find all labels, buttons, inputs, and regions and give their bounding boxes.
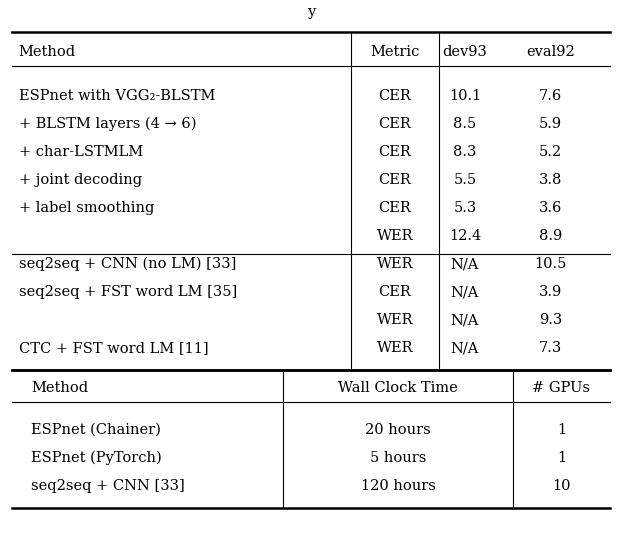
- Text: WER: WER: [377, 313, 413, 327]
- Text: 8.5: 8.5: [453, 117, 476, 131]
- Text: 5.5: 5.5: [453, 173, 476, 187]
- Text: Wall Clock Time: Wall Clock Time: [338, 381, 458, 395]
- Text: N/A: N/A: [451, 313, 479, 327]
- Text: Metric: Metric: [370, 45, 420, 59]
- Text: 3.9: 3.9: [539, 285, 562, 299]
- Text: 7.3: 7.3: [539, 341, 562, 355]
- Text: CER: CER: [379, 285, 411, 299]
- Text: WER: WER: [377, 257, 413, 271]
- Text: CER: CER: [379, 117, 411, 131]
- Text: ESPnet with VGG₂-BLSTM: ESPnet with VGG₂-BLSTM: [19, 89, 215, 103]
- Text: 10.5: 10.5: [534, 257, 567, 271]
- Text: 9.3: 9.3: [539, 313, 562, 327]
- Text: CER: CER: [379, 145, 411, 159]
- Text: eval92: eval92: [526, 45, 575, 59]
- Text: 120 hours: 120 hours: [361, 479, 435, 493]
- Text: 10.1: 10.1: [449, 89, 481, 103]
- Text: + BLSTM layers (4 → 6): + BLSTM layers (4 → 6): [19, 117, 196, 131]
- Text: N/A: N/A: [451, 257, 479, 271]
- Text: seq2seq + CNN [33]: seq2seq + CNN [33]: [31, 479, 185, 493]
- Text: y: y: [307, 5, 315, 19]
- Text: 1: 1: [557, 451, 566, 465]
- Text: 8.3: 8.3: [453, 145, 476, 159]
- Text: 12.4: 12.4: [449, 229, 481, 243]
- Text: 5.3: 5.3: [453, 201, 476, 215]
- Text: 5 hours: 5 hours: [370, 451, 426, 465]
- Text: dev93: dev93: [442, 45, 488, 59]
- Text: N/A: N/A: [451, 285, 479, 299]
- Text: 20 hours: 20 hours: [365, 423, 431, 437]
- Text: 10: 10: [552, 479, 570, 493]
- Text: 3.6: 3.6: [539, 201, 562, 215]
- Text: 5.9: 5.9: [539, 117, 562, 131]
- Text: 8.9: 8.9: [539, 229, 562, 243]
- Text: 3.8: 3.8: [539, 173, 562, 187]
- Text: Method: Method: [19, 45, 76, 59]
- Text: 1: 1: [557, 423, 566, 437]
- Text: WER: WER: [377, 341, 413, 355]
- Text: 5.2: 5.2: [539, 145, 562, 159]
- Text: seq2seq + FST word LM [35]: seq2seq + FST word LM [35]: [19, 285, 237, 299]
- Text: + label smoothing: + label smoothing: [19, 201, 154, 215]
- Text: N/A: N/A: [451, 341, 479, 355]
- Text: Method: Method: [31, 381, 88, 395]
- Text: + char-LSTMLM: + char-LSTMLM: [19, 145, 143, 159]
- Text: CER: CER: [379, 89, 411, 103]
- Text: WER: WER: [377, 229, 413, 243]
- Text: ESPnet (Chainer): ESPnet (Chainer): [31, 423, 161, 437]
- Text: CTC + FST word LM [11]: CTC + FST word LM [11]: [19, 341, 208, 355]
- Text: ESPnet (PyTorch): ESPnet (PyTorch): [31, 451, 162, 465]
- Text: + joint decoding: + joint decoding: [19, 173, 142, 187]
- Text: 7.6: 7.6: [539, 89, 562, 103]
- Text: # GPUs: # GPUs: [532, 381, 590, 395]
- Text: CER: CER: [379, 201, 411, 215]
- Text: seq2seq + CNN (no LM) [33]: seq2seq + CNN (no LM) [33]: [19, 257, 236, 271]
- Text: CER: CER: [379, 173, 411, 187]
